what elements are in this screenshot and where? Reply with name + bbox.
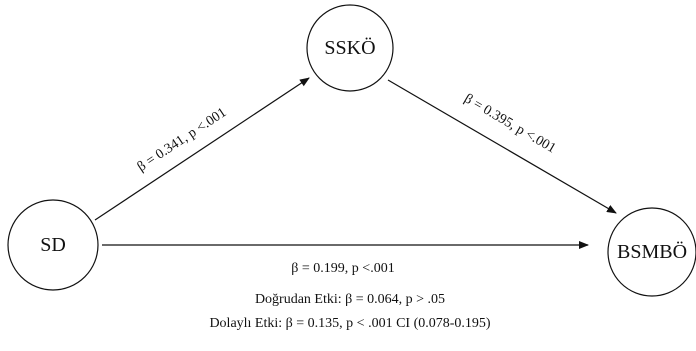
edge-sd-to-sskö bbox=[94, 77, 310, 221]
node-sskö: SSKÖ bbox=[306, 4, 394, 92]
edge-label-sd-to-bsmbö: β = 0.199, p <.001 bbox=[291, 261, 394, 276]
node-sskö-label: SSKÖ bbox=[324, 36, 375, 59]
node-bsmbö-label: BSMBÖ bbox=[617, 240, 687, 263]
edge-label-sskö-to-bsmbö: β = 0.395, p <.001 bbox=[461, 91, 558, 156]
node-sd-label: SD bbox=[40, 234, 66, 256]
node-sd: SD bbox=[7, 199, 99, 291]
edge-sskö-to-bsmbö bbox=[387, 79, 617, 214]
direct-effect-text: Doğrudan Etki: β = 0.064, p > .05 bbox=[255, 292, 445, 307]
node-bsmbö: BSMBÖ bbox=[607, 207, 696, 297]
indirect-effect-text: Dolaylı Etki: β = 0.135, p < .001 CI (0.… bbox=[209, 316, 490, 331]
